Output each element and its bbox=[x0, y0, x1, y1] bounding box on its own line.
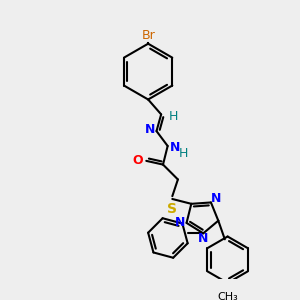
Text: H: H bbox=[179, 147, 188, 160]
Text: N: N bbox=[198, 232, 208, 245]
Text: S: S bbox=[167, 202, 177, 216]
Text: CH₃: CH₃ bbox=[217, 292, 238, 300]
Text: N: N bbox=[169, 141, 180, 154]
Text: Br: Br bbox=[141, 29, 155, 42]
Text: O: O bbox=[133, 154, 143, 167]
Text: N: N bbox=[210, 192, 221, 205]
Text: H: H bbox=[169, 110, 178, 123]
Text: N: N bbox=[175, 216, 185, 230]
Text: N: N bbox=[145, 123, 155, 136]
